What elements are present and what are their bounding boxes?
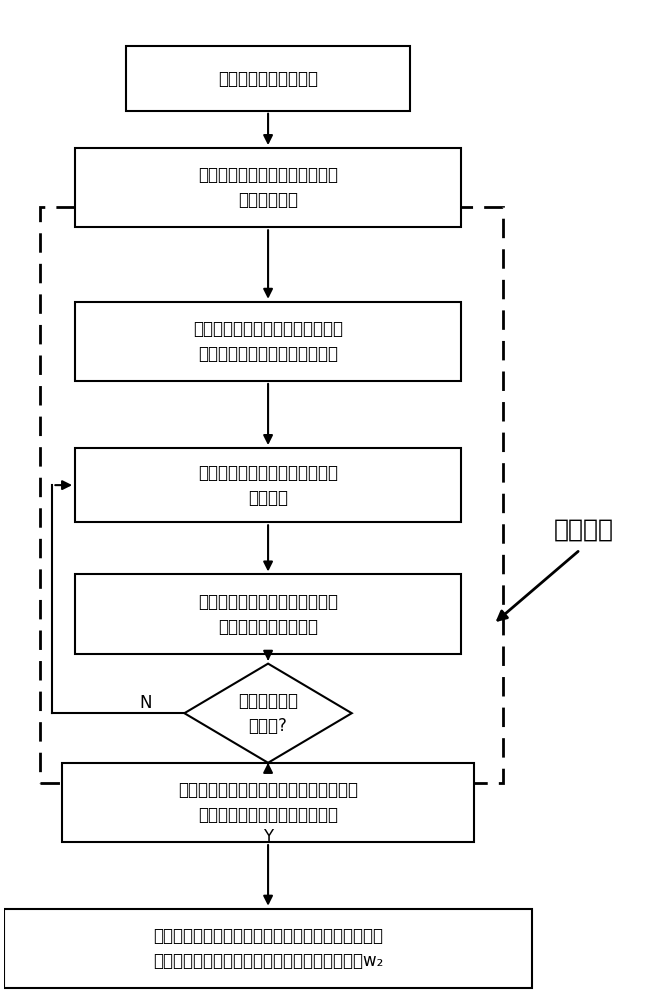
Text: 提取指标一定滑动窗口内监测数据
的特征量，形成样本特征量集合: 提取指标一定滑动窗口内监测数据 的特征量，形成样本特征量集合 [193,320,343,363]
Bar [75,574,461,654]
Polygon shape [185,664,351,763]
Bar [126,46,409,111]
Text: 聚类分析: 聚类分析 [554,518,614,542]
Text: 所有样本是否
分析完?: 所有样本是否 分析完? [238,692,298,735]
Text: 将满足相似度要求的样本归为一
类，称为一个聚类集合: 将满足相似度要求的样本归为一 类，称为一个聚类集合 [198,593,338,636]
Text: 找出临界限值所对应的分割结果，以该分割结果的正
常类集合中分类数据指标的最大值作为客观阈值w₂: 找出临界限值所对应的分割结果，以该分割结果的正 常类集合中分类数据指标的最大值作… [153,927,383,970]
Bar [62,763,474,842]
Text: N: N [140,694,152,712]
Bar [4,909,532,988]
Text: 依次计算两两样本数据集合间的
欧式距离: 依次计算两两样本数据集合间的 欧式距离 [198,464,338,507]
Text: Y: Y [263,828,273,846]
Text: 指标监测数据数据标准化，形成
样本数据集合: 指标监测数据数据标准化，形成 样本数据集合 [198,166,338,209]
Bar [75,148,461,227]
Bar [40,207,503,783]
Text: 对所得分类进行临界点分割，将其分为正
常类和异常类，并计算临界限值: 对所得分类进行临界点分割，将其分为正 常类和异常类，并计算临界限值 [178,781,358,824]
Text: 选择电能质量预警指标: 选择电能质量预警指标 [218,70,318,88]
Bar [75,302,461,381]
Bar [75,448,461,522]
